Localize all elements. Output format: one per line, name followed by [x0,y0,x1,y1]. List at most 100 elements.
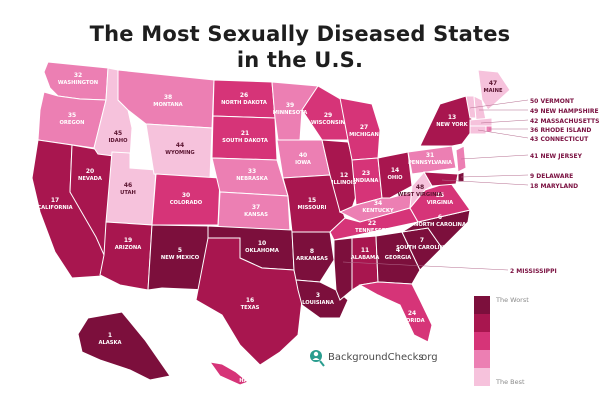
legend-swatch-tier-4 [474,350,490,368]
state-label-colorado: COLORADO [170,200,203,206]
state-label-california: CALIFORNIA [37,205,72,211]
magnifier-person-icon [310,350,325,367]
state-rank-missouri: 15 [308,197,316,204]
state-mississippi [333,237,353,301]
state-maine [477,69,511,111]
state-pennsylvania [407,145,457,175]
state-label-indiana: INDIANA [354,178,379,184]
state-rank-oregon: 35 [68,112,76,119]
state-label-michigan: MICHIGAN [349,132,379,138]
state-rank-washington: 32 [74,72,82,79]
state-rank-nevada: 20 [86,168,94,175]
state-rank-montana: 38 [164,94,172,101]
legend-swatch-tier-1 [474,296,490,314]
state-hawaii [208,361,249,386]
state-rank-georgia: 4 [396,247,400,254]
state-label-alabama: ALABAMA [351,255,379,261]
state-west-virginia [409,171,433,210]
state-rank-west-virginia: 48 [416,184,424,191]
callout-line [460,154,529,160]
state-rank-wisconsin: 29 [324,112,332,119]
state-rank-pennsylvania: 31 [426,152,434,159]
state-rank-south-dakota: 21 [241,130,249,137]
state-new-mexico [147,224,211,291]
state-texas [195,237,303,366]
state-rank-iowa: 40 [299,152,307,159]
state-label-kansas: KANSAS [244,212,268,218]
callout-label: 36 RHODE ISLAND [530,127,591,134]
state-rank-alaska: 1 [108,332,112,339]
state-rank-michigan: 27 [360,124,368,131]
state-rank-new-mexico: 5 [178,247,182,254]
state-rank-kentucky: 34 [374,200,382,207]
state-rank-minnesota: 39 [286,102,294,109]
state-label-arizona: ARIZONA [115,245,141,251]
callout-line [342,261,509,271]
state-rank-arkansas: 8 [310,248,314,255]
state-rank-idaho: 45 [114,130,122,137]
state-rank-kansas: 37 [252,204,260,211]
state-label-maine: MAINE [484,88,503,94]
state-rank-florida: 24 [408,310,416,317]
state-rank-nebraska: 33 [248,168,256,175]
state-label-ohio: OHIO [387,175,403,181]
callout-line [469,99,529,109]
state-label-nevada: NEVADA [78,176,102,182]
state-label-arkansas: ARKANSAS [296,256,328,262]
callout-label: 2 MISSISSIPPI [510,268,557,275]
state-label-oklahoma: OKLAHOMA [245,248,279,254]
state-label-montana: MONTANA [153,102,182,108]
state-rank-wyoming: 44 [176,142,184,149]
state-rank-indiana: 23 [362,170,370,177]
page-subtitle: in the U.S. [236,48,364,72]
state-rank-tennessee: 22 [368,220,376,227]
legend-worst-label: The Worst [495,296,529,304]
state-label-iowa: IOWA [295,160,311,166]
state-georgia [375,231,421,285]
state-label-louisiana: LOUISIANA [302,300,334,306]
state-label-north-carolina: NORTH CAROLINA [414,222,466,228]
page-title: The Most Sexually Diseased States [89,22,511,46]
state-label-georgia: GEORGIA [385,255,411,261]
state-arizona [99,221,153,291]
state-label-minnesota: MINNESOTA [273,110,308,116]
state-label-tennessee: TENNESSEE [355,228,389,234]
state-rank-maine: 47 [489,80,497,87]
state-rank-north-carolina: 6 [438,214,442,221]
callout-label: 49 NEW HAMPSHIRE [530,108,599,115]
state-rank-texas: 16 [246,297,254,304]
state-label-alaska: ALASKA [98,340,121,346]
callout-label: 43 CONNECTICUT [530,136,589,143]
state-label-florida: FLORIDA [399,318,424,324]
state-label-wisconsin: WISCONSIN [311,120,345,126]
callout-label: 42 MASSACHUSETTS [530,118,599,125]
state-label-west-virginia: WEST VIRGINIA [398,192,443,198]
state-rank-illinois: 12 [340,172,348,179]
state-label-oregon: OREGON [60,120,85,126]
state-rank-louisiana: 3 [316,292,320,299]
state-rank-new-york: 13 [448,114,456,121]
state-alaska [77,311,171,381]
callout-line [477,129,529,139]
state-label-south-carolina: SOUTH CAROLINA [396,245,448,251]
callout-label: 9 DELAWARE [530,173,573,180]
state-rank-ohio: 14 [391,167,399,174]
state-florida [358,281,433,343]
state-iowa [276,139,331,179]
callout-line [480,119,529,124]
state-rank-oklahoma: 10 [258,240,266,247]
state-massachusetts [469,117,493,127]
state-rank-arizona: 19 [124,237,132,244]
state-north-dakota [212,79,276,119]
callout-line [460,174,529,178]
state-label-washington: WASHINGTON [58,80,98,86]
state-rank-alabama: 11 [361,247,369,254]
legend-swatch-tier-2 [474,314,490,332]
state-label-new-york: NEW YORK [436,122,468,128]
brand-suffix: .org [418,352,438,363]
state-maryland [423,171,459,187]
state-label-idaho: IDAHO [108,138,128,144]
legend-swatch-tier-3 [474,332,490,350]
state-label-nebraska: NEBRASKA [236,176,268,182]
